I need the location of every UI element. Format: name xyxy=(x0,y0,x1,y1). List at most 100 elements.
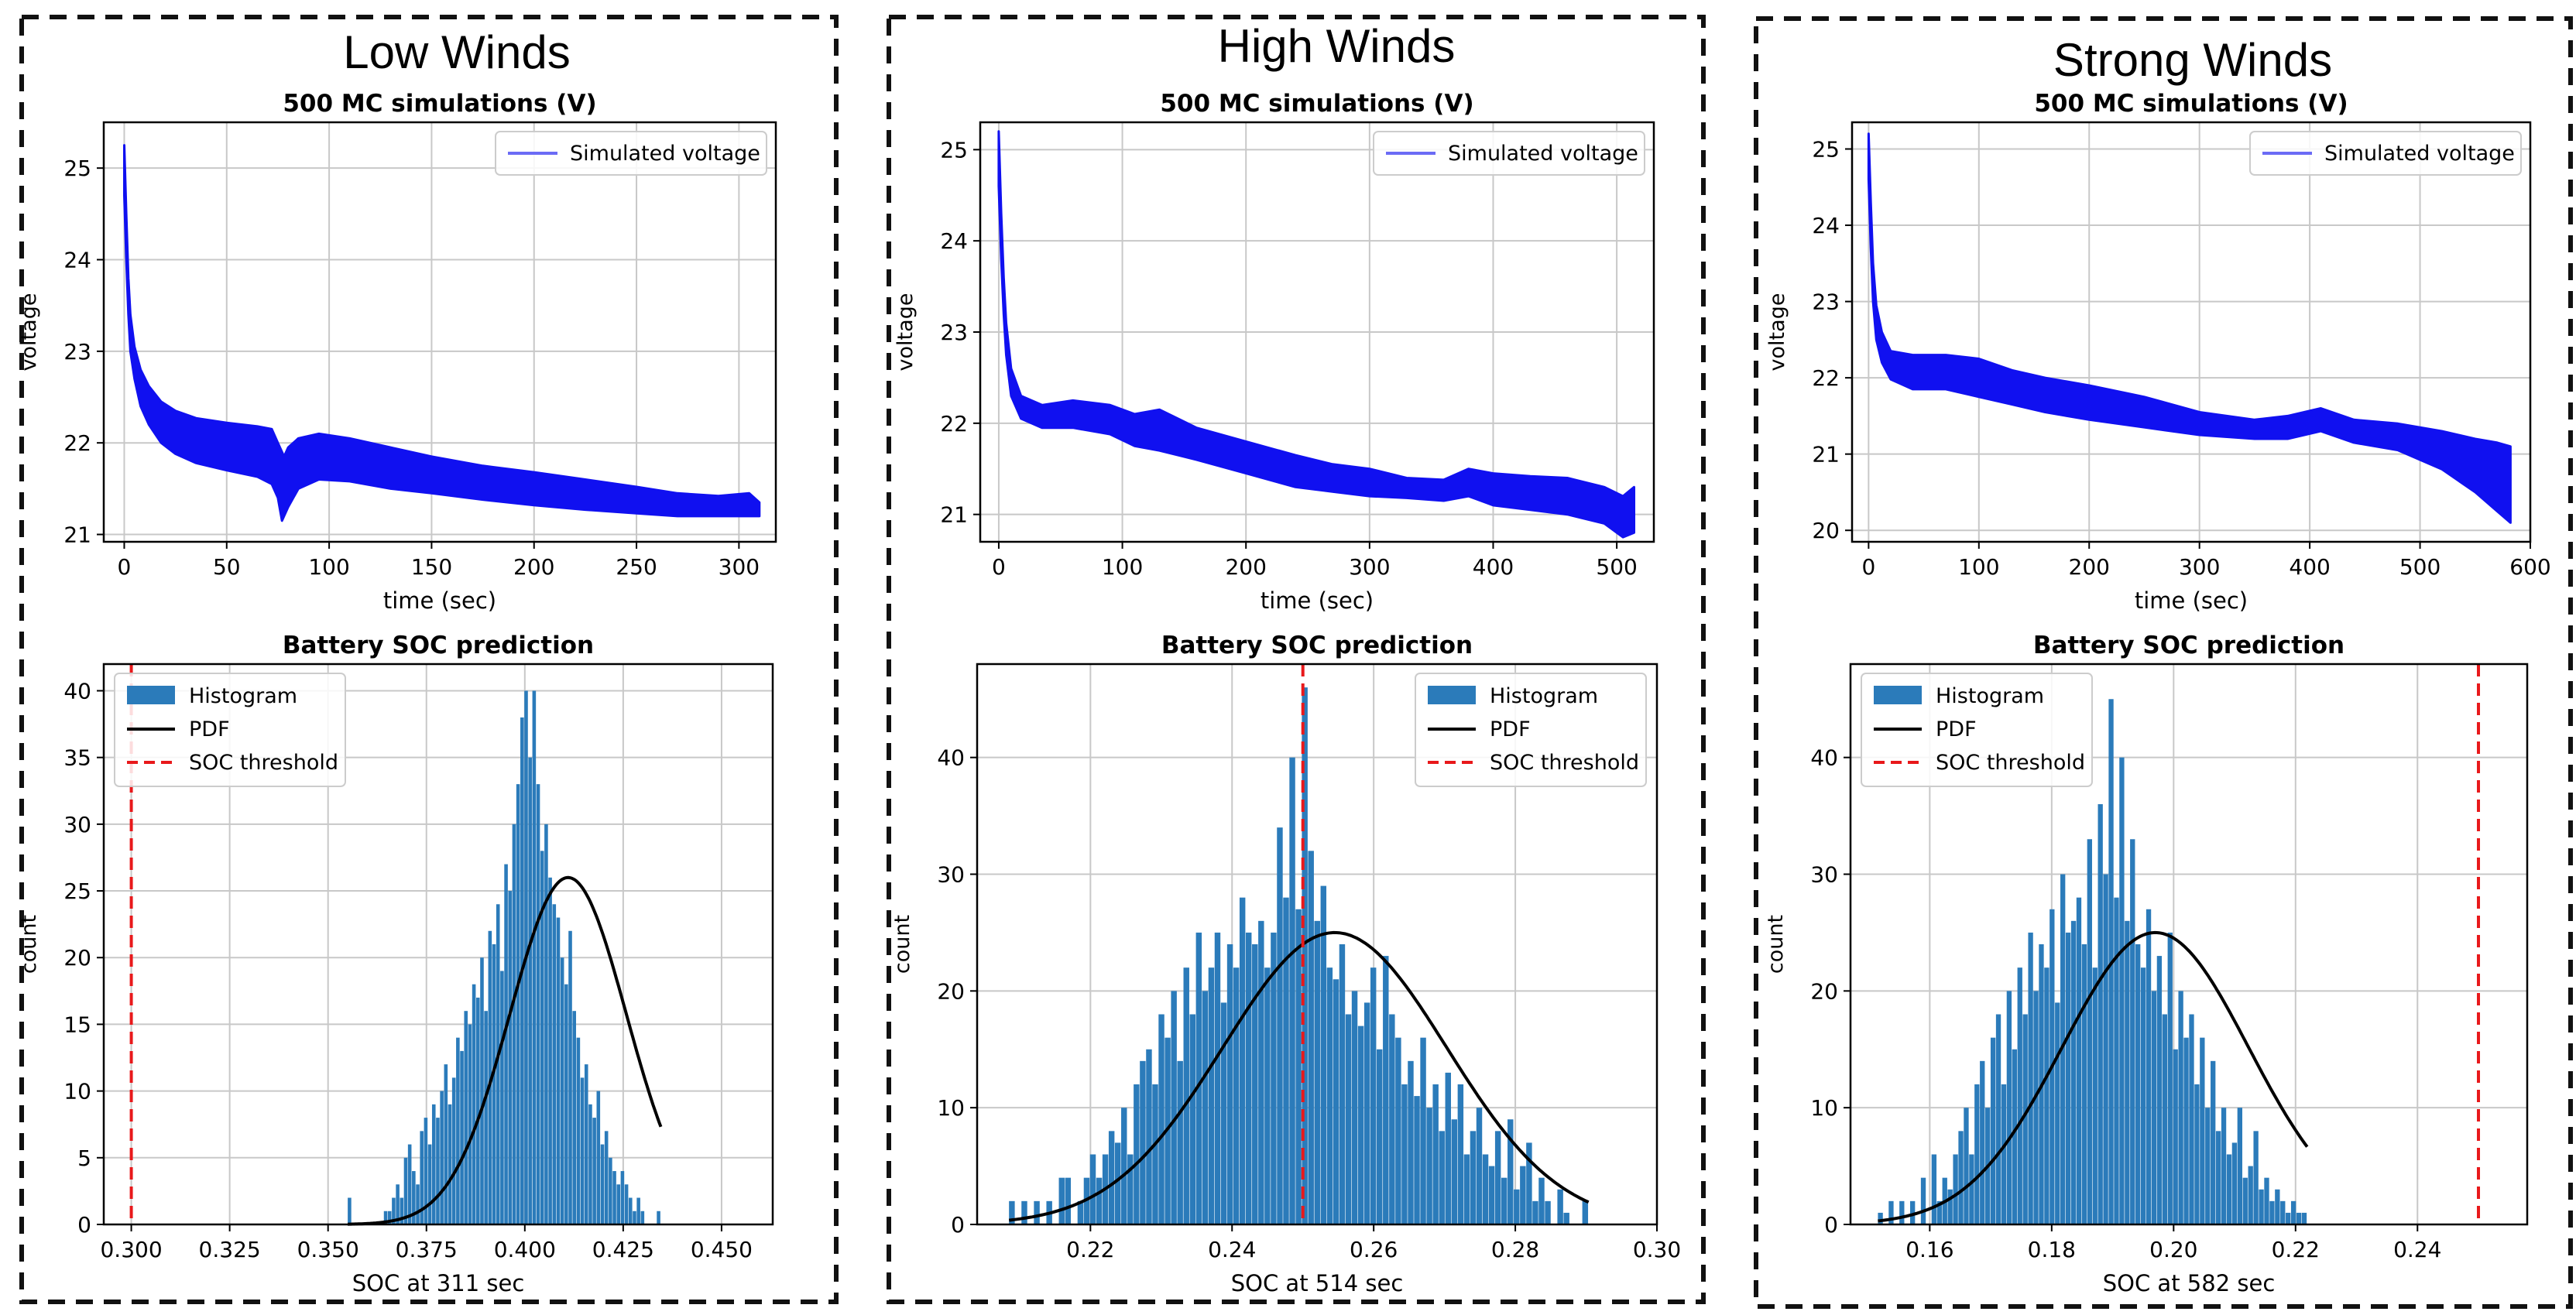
histogram-bar xyxy=(1995,1014,2001,1224)
histogram-bar xyxy=(1408,1060,1414,1224)
histogram-bar xyxy=(1545,1200,1551,1224)
histogram-bar xyxy=(548,877,552,1224)
histogram-bar xyxy=(1271,932,1277,1224)
histogram-bar xyxy=(572,1011,576,1224)
legend-label: Histogram xyxy=(1490,684,1598,708)
histogram-bar xyxy=(2286,1212,2291,1224)
histogram-bar xyxy=(1414,1096,1420,1224)
histogram-bar xyxy=(1463,1154,1470,1224)
histogram-bar xyxy=(2231,1142,2238,1224)
histogram-bar xyxy=(2033,991,2039,1224)
y-tick-label: 24 xyxy=(1812,213,1840,238)
histogram-bar xyxy=(2189,1014,2194,1224)
legend-label: SOC threshold xyxy=(1936,751,2085,775)
histogram-bar xyxy=(1264,967,1271,1224)
x-tick-label: 100 xyxy=(1102,554,1143,580)
voltage-band-series xyxy=(123,144,761,522)
panel-border xyxy=(19,15,839,1304)
x-tick-label: 0.30 xyxy=(1633,1237,1681,1262)
histogram-bar xyxy=(1420,1037,1426,1224)
histogram-bar xyxy=(2253,1131,2259,1224)
pdf-curve xyxy=(1008,930,1590,1222)
y-tick-label: 5 xyxy=(77,1145,91,1171)
x-tick-label: 0.375 xyxy=(396,1237,458,1262)
y-tick-label: 25 xyxy=(940,137,968,163)
y-tick-label: 30 xyxy=(937,862,965,888)
histogram-bar xyxy=(616,1184,621,1224)
x-tick-label: 300 xyxy=(719,554,760,580)
histogram-bar xyxy=(2087,839,2092,1224)
histogram-bar xyxy=(628,1197,633,1224)
histogram-bar xyxy=(1351,991,1358,1224)
legend-box xyxy=(1373,131,1645,176)
histogram-bar xyxy=(1058,1177,1065,1224)
histogram-bar xyxy=(1158,1014,1165,1224)
x-tick-label: 500 xyxy=(1596,554,1637,580)
histogram-bar xyxy=(552,904,557,1224)
histogram-bar xyxy=(640,1211,645,1224)
histogram-bar xyxy=(596,1091,601,1224)
x-tick-label: 0.300 xyxy=(100,1237,162,1262)
histogram-bar xyxy=(2205,1108,2211,1224)
histogram-bar xyxy=(1245,932,1252,1224)
histogram-bar xyxy=(580,1077,585,1224)
histogram-bar xyxy=(2012,1049,2017,1224)
histogram-bar xyxy=(2275,1189,2280,1224)
y-tick-label: 23 xyxy=(940,320,968,345)
histogram-bar xyxy=(604,1131,609,1224)
axes-frame xyxy=(976,663,1658,1226)
histogram-bar xyxy=(612,1171,616,1224)
histogram-bar xyxy=(1383,956,1389,1224)
x-tick-label: 0.24 xyxy=(1208,1237,1256,1262)
x-axis-label: SOC at 311 sec xyxy=(352,1270,525,1296)
histogram-bar xyxy=(1177,1060,1183,1224)
histogram-bar xyxy=(1451,1119,1458,1224)
legend-swatch-histogram xyxy=(1874,686,1922,704)
x-tick-label: 600 xyxy=(2509,554,2550,580)
histogram-bar xyxy=(1395,1037,1401,1224)
chart-title: Battery SOC prediction xyxy=(2033,632,2344,659)
histogram-bar xyxy=(396,1184,400,1224)
histogram-bar xyxy=(1476,1108,1483,1224)
histogram-bar xyxy=(2237,1108,2243,1224)
histogram-bar xyxy=(1888,1200,1894,1224)
histogram-bar xyxy=(475,997,480,1224)
histogram-bar xyxy=(2242,1177,2248,1224)
x-tick-label: 200 xyxy=(2069,554,2110,580)
histogram-bar xyxy=(468,1024,472,1224)
histogram-bar xyxy=(1357,1026,1364,1224)
histogram-bar xyxy=(1457,1084,1464,1224)
x-tick-label: 400 xyxy=(2289,554,2330,580)
chart-title: 500 MC simulations (V) xyxy=(283,90,596,118)
histogram-bar xyxy=(1277,827,1283,1224)
soc-chart: 0.16 0.18 0.20 0.22 0.24 0 10 20 30 40 Battery SOC… xyxy=(1764,632,2529,1296)
histogram-bar xyxy=(448,1104,452,1224)
y-tick-label: 20 xyxy=(1812,518,1840,543)
histogram-bar xyxy=(420,1131,424,1224)
histogram-bar xyxy=(1239,897,1246,1224)
histogram-bar xyxy=(2264,1177,2269,1224)
histogram-bar xyxy=(1526,1142,1532,1224)
histogram-bar xyxy=(472,984,476,1224)
histogram-bar xyxy=(1958,1131,1964,1224)
legend-label: SOC threshold xyxy=(1490,751,1639,775)
histogram-bar xyxy=(2006,991,2012,1224)
histogram-bar xyxy=(1326,967,1333,1224)
histogram-bar xyxy=(1345,1014,1352,1224)
histogram-bar xyxy=(564,984,568,1224)
histogram-bar xyxy=(540,851,544,1224)
histogram-bar xyxy=(2114,897,2119,1224)
histogram-bar xyxy=(532,690,537,1224)
histogram-bar xyxy=(403,1157,408,1224)
histogram-bar xyxy=(1021,1200,1027,1224)
histogram-bar xyxy=(480,957,484,1224)
x-tick-label: 500 xyxy=(2399,554,2441,580)
x-tick-label: 100 xyxy=(1958,554,1999,580)
histogram-bar xyxy=(348,1197,352,1224)
histogram-bar xyxy=(400,1197,404,1224)
histogram-bar xyxy=(2055,1002,2060,1224)
histogram-bar xyxy=(1302,687,1308,1224)
histogram-bar xyxy=(492,944,496,1224)
